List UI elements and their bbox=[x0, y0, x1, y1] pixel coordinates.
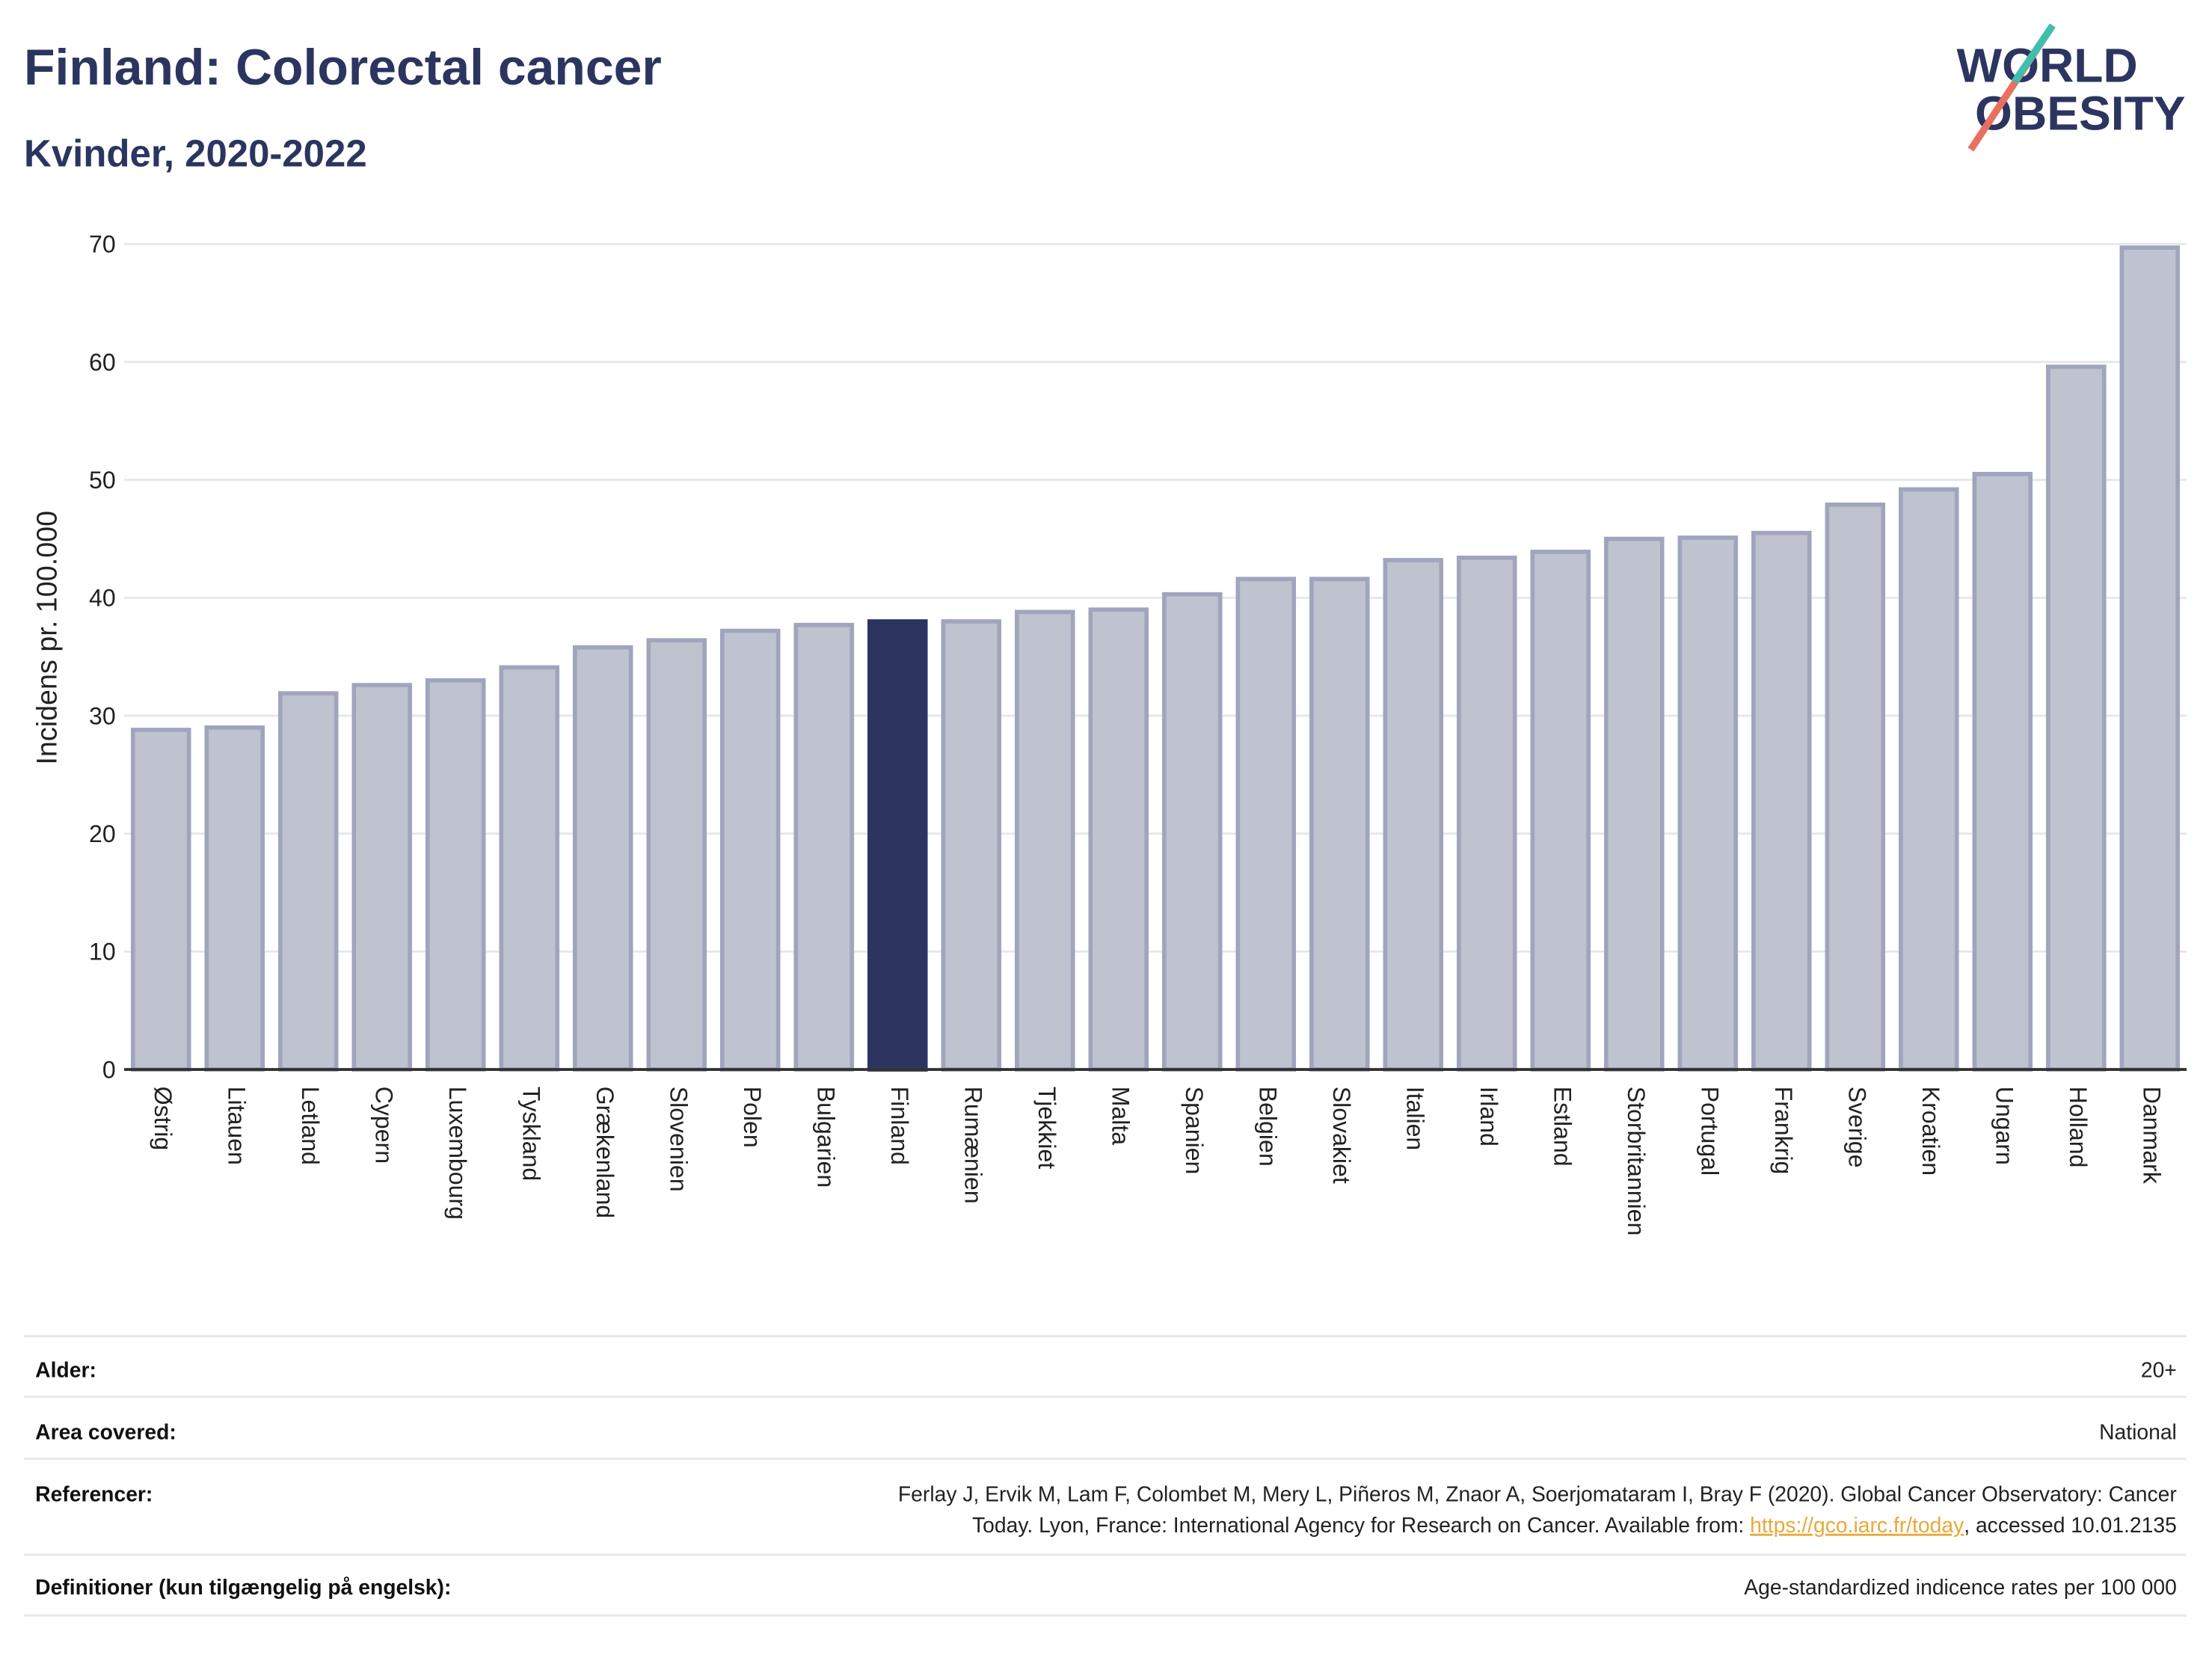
x-tick-label: Portugal bbox=[1696, 1087, 1723, 1176]
y-tick-label: 0 bbox=[102, 1056, 116, 1083]
bar bbox=[1457, 555, 1517, 1072]
chart-subtitle: Kvinder, 2020-2022 bbox=[24, 132, 367, 175]
bar bbox=[793, 622, 855, 1072]
logo-stripe bbox=[2011, 23, 2056, 85]
bar bbox=[1383, 558, 1444, 1072]
x-tick-label: Tjekkiet bbox=[1033, 1087, 1060, 1170]
x-tick-label: Østrig bbox=[150, 1087, 176, 1151]
y-tick-label: 40 bbox=[89, 585, 116, 612]
x-tick-label: Frankrig bbox=[1770, 1087, 1797, 1175]
bar bbox=[1088, 607, 1149, 1072]
x-tick-label: Luxembourg bbox=[444, 1087, 471, 1220]
row-label: Area covered: bbox=[35, 1419, 176, 1443]
x-tick-label: Tyskland bbox=[517, 1087, 544, 1182]
bar bbox=[351, 683, 413, 1072]
bar bbox=[278, 691, 339, 1072]
bar bbox=[1825, 502, 1886, 1072]
x-tick-label: Belgien bbox=[1254, 1087, 1281, 1167]
bar bbox=[131, 728, 191, 1072]
x-tick-label: Grækenland bbox=[592, 1087, 618, 1218]
x-tick-label: Storbritannien bbox=[1623, 1087, 1650, 1236]
bar bbox=[1751, 530, 1812, 1072]
bar bbox=[1899, 487, 1959, 1072]
bar bbox=[1162, 592, 1223, 1072]
y-axis-label: Incidens pr. 100.000 bbox=[31, 511, 62, 765]
x-tick-label: Irland bbox=[1475, 1087, 1502, 1146]
bar bbox=[720, 628, 781, 1072]
x-tick-label: Litauen bbox=[223, 1087, 250, 1165]
row-value: Today. Lyon, France: International Agenc… bbox=[972, 1513, 2177, 1537]
chart-title: Finland: Colorectal cancer bbox=[24, 40, 662, 96]
x-tick-label: Malta bbox=[1107, 1087, 1134, 1146]
link[interactable]: https://gco.iarc.fr/today bbox=[1750, 1513, 1964, 1537]
logo-text: WORLD bbox=[1957, 38, 2138, 92]
x-tick-label: Spanien bbox=[1181, 1087, 1208, 1175]
y-tick-label: 20 bbox=[89, 820, 116, 847]
x-tick-label: Holland bbox=[2065, 1087, 2092, 1168]
bar bbox=[573, 645, 633, 1072]
bar bbox=[867, 619, 928, 1072]
row-value: National bbox=[2099, 1419, 2177, 1443]
bar bbox=[204, 725, 265, 1072]
x-tick-label: Slovenien bbox=[665, 1087, 692, 1192]
x-tick-label: Ungarn bbox=[1991, 1087, 2018, 1165]
y-tick-label: 10 bbox=[89, 939, 116, 965]
bar bbox=[1530, 550, 1591, 1072]
x-tick-label: Polen bbox=[739, 1087, 766, 1148]
x-tick-label: Letland bbox=[297, 1087, 324, 1165]
x-tick-label: Estland bbox=[1549, 1087, 1576, 1167]
x-tick-label: Cypern bbox=[370, 1087, 397, 1164]
y-tick-label: 70 bbox=[89, 231, 116, 258]
text-part: , accessed 10.01.2135 bbox=[1964, 1513, 2177, 1537]
row-label: Definitioner (kun tilgængelig på engelsk… bbox=[35, 1575, 451, 1599]
row-value: Age-standardized indicence rates per 100… bbox=[1744, 1575, 2177, 1599]
x-tick-label: Kroatien bbox=[1917, 1087, 1944, 1176]
x-tick-label: Finland bbox=[886, 1087, 913, 1165]
row-value: Ferlay J, Ervik M, Lam F, Colombet M, Me… bbox=[898, 1481, 2177, 1505]
x-tick-label: Italien bbox=[1401, 1087, 1428, 1151]
y-tick-label: 50 bbox=[89, 467, 116, 494]
x-tick-label: Slovakiet bbox=[1328, 1087, 1355, 1184]
bar bbox=[425, 678, 486, 1072]
bar bbox=[1015, 610, 1075, 1072]
x-tick-label: Bulgarien bbox=[812, 1087, 839, 1188]
row-value: 20+ bbox=[2141, 1357, 2177, 1381]
footer: Alder: 20+ Area covered: National Referencer… bbox=[24, 1335, 2187, 1617]
row-label: Referencer: bbox=[35, 1481, 153, 1505]
text-part: Today. Lyon, France: International Agenc… bbox=[972, 1513, 1750, 1537]
x-tick-label: Rumænien bbox=[959, 1087, 986, 1204]
bar bbox=[1235, 577, 1297, 1072]
y-tick-label: 30 bbox=[89, 702, 116, 729]
y-tick-label: 60 bbox=[89, 348, 116, 375]
bar bbox=[1677, 535, 1739, 1072]
x-tick-label: Danmark bbox=[2138, 1087, 2165, 1185]
bar bbox=[941, 619, 1002, 1072]
bar bbox=[1972, 472, 2033, 1072]
x-tick-label: Sverige bbox=[1843, 1087, 1870, 1168]
bar bbox=[2046, 364, 2107, 1072]
row-label: Alder: bbox=[35, 1357, 96, 1381]
bar bbox=[1604, 536, 1665, 1072]
bar bbox=[1309, 577, 1370, 1072]
bar bbox=[646, 638, 707, 1072]
bar bbox=[499, 665, 560, 1072]
bar bbox=[2119, 245, 2181, 1072]
